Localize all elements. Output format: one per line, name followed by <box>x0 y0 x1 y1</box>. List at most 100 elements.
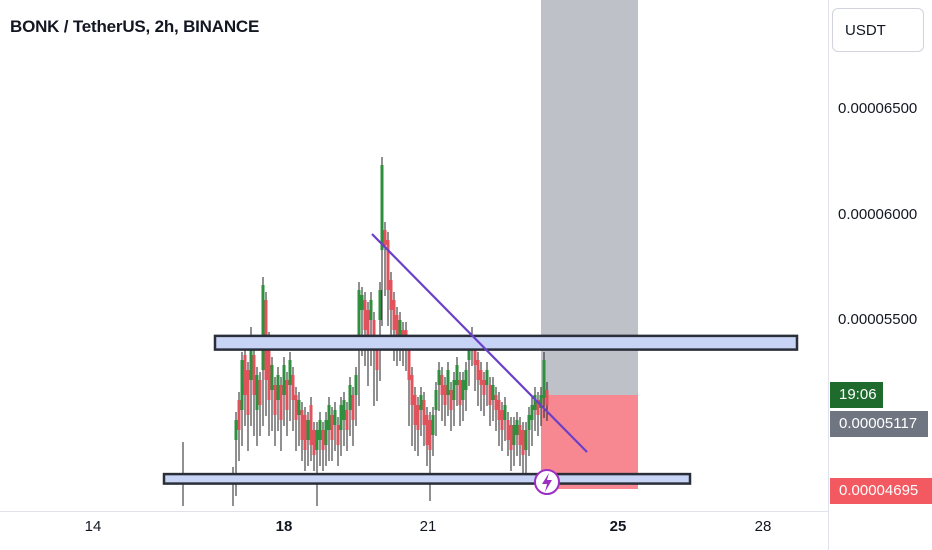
candle-body[interactable] <box>524 430 528 450</box>
candle-body[interactable] <box>360 295 364 310</box>
candle-body[interactable] <box>282 365 286 395</box>
candle-body[interactable] <box>252 355 256 395</box>
candle-body[interactable] <box>494 395 498 410</box>
candle-body[interactable] <box>509 425 513 450</box>
candle-body[interactable] <box>410 375 414 405</box>
currency-selector-button[interactable]: USDT <box>832 8 924 52</box>
candle-body[interactable] <box>458 380 462 405</box>
candle-body[interactable] <box>473 345 477 365</box>
candle-body[interactable] <box>407 345 411 380</box>
candle-body[interactable] <box>273 385 277 415</box>
candle-body[interactable] <box>467 345 471 360</box>
candle-body[interactable] <box>437 370 441 385</box>
candle-body[interactable] <box>249 335 253 380</box>
candle-body[interactable] <box>351 395 355 420</box>
candle-body[interactable] <box>512 425 516 445</box>
candle-body[interactable] <box>303 415 307 450</box>
candle-body[interactable] <box>348 385 352 410</box>
candle-body[interactable] <box>542 360 546 398</box>
candle-body[interactable] <box>315 430 319 450</box>
candle-body[interactable] <box>446 370 450 395</box>
price-chart[interactable] <box>0 0 828 511</box>
candle-body[interactable] <box>255 375 259 410</box>
candle-body[interactable] <box>294 395 298 420</box>
candle-body[interactable] <box>363 300 367 330</box>
candle-body[interactable] <box>521 430 525 455</box>
candle-body[interactable] <box>318 420 322 440</box>
candle-body[interactable] <box>357 290 361 340</box>
candle-body[interactable] <box>297 400 301 415</box>
candle-body[interactable] <box>300 410 304 440</box>
candle-body[interactable] <box>434 390 438 410</box>
candle-body[interactable] <box>375 345 379 370</box>
candle-body[interactable] <box>431 415 435 435</box>
candle-body[interactable] <box>270 365 274 390</box>
candle-body[interactable] <box>324 420 328 445</box>
candle-body[interactable] <box>398 320 402 335</box>
candle-body[interactable] <box>449 390 453 410</box>
candle-body[interactable] <box>545 390 549 405</box>
candle-body[interactable] <box>234 420 238 440</box>
candle-body[interactable] <box>383 230 387 245</box>
candle-body[interactable] <box>425 415 429 445</box>
candle-body[interactable] <box>455 365 459 385</box>
candle-body[interactable] <box>479 370 483 385</box>
candle-body[interactable] <box>288 360 292 385</box>
candle-body[interactable] <box>330 415 334 440</box>
candle-body[interactable] <box>536 400 540 415</box>
candle-body[interactable] <box>389 280 393 310</box>
candle-body[interactable] <box>464 370 468 390</box>
candle-body[interactable] <box>321 430 325 450</box>
candle-body[interactable] <box>500 410 504 430</box>
target-zone[interactable] <box>541 0 638 395</box>
candle-body[interactable] <box>476 360 480 380</box>
candle-body[interactable] <box>261 285 265 370</box>
candle-body[interactable] <box>488 385 492 405</box>
candle-body[interactable] <box>309 405 313 445</box>
candle-body[interactable] <box>518 425 522 445</box>
candle-body[interactable] <box>527 415 531 430</box>
candle-body[interactable] <box>428 420 432 450</box>
candle-body[interactable] <box>267 340 271 400</box>
candle-body[interactable] <box>515 420 519 435</box>
candle-body[interactable] <box>243 355 247 395</box>
candle-body[interactable] <box>342 400 346 420</box>
candle-body[interactable] <box>345 410 349 430</box>
candle-body[interactable] <box>440 375 444 395</box>
candle-body[interactable] <box>258 380 262 405</box>
candle-body[interactable] <box>530 405 534 420</box>
candle-body[interactable] <box>419 395 423 410</box>
candle-body[interactable] <box>539 395 543 408</box>
candle-body[interactable] <box>369 300 373 320</box>
candle-body[interactable] <box>306 420 310 440</box>
candle-body[interactable] <box>485 370 489 385</box>
candle-body[interactable] <box>482 380 486 395</box>
candle-body[interactable] <box>503 405 507 420</box>
candle-body[interactable] <box>366 310 370 345</box>
candle-body[interactable] <box>506 420 510 440</box>
candle-body[interactable] <box>533 395 537 410</box>
candle-body[interactable] <box>279 385 283 420</box>
candle-body[interactable] <box>339 405 343 430</box>
candle-body[interactable] <box>354 375 358 395</box>
candle-body[interactable] <box>452 380 456 400</box>
candle-body[interactable] <box>422 400 426 425</box>
candle-body[interactable] <box>392 300 396 330</box>
candle-body[interactable] <box>327 405 331 430</box>
candle-body[interactable] <box>237 400 241 430</box>
candle-body[interactable] <box>285 380 289 410</box>
candle-body[interactable] <box>240 360 244 410</box>
candle-body[interactable] <box>461 380 465 400</box>
candle-body[interactable] <box>497 400 501 420</box>
candle-body[interactable] <box>395 315 399 340</box>
trendline[interactable] <box>371 233 588 453</box>
candle-body[interactable] <box>416 405 420 430</box>
candle-body[interactable] <box>386 240 390 290</box>
candle-body[interactable] <box>380 165 384 250</box>
candle-body[interactable] <box>333 410 337 425</box>
candle-body[interactable] <box>291 375 295 400</box>
support-zone[interactable] <box>162 472 692 485</box>
candle-body[interactable] <box>413 395 417 425</box>
candle-body[interactable] <box>276 375 280 400</box>
candle-body[interactable] <box>491 385 495 400</box>
